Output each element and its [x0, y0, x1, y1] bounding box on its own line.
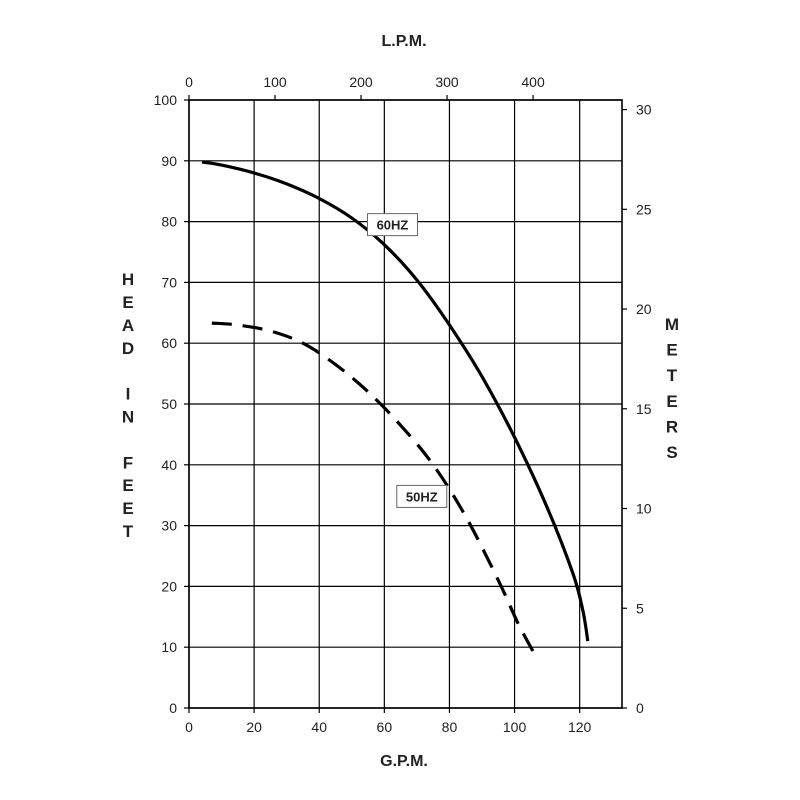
x-tick-label: 0 — [185, 719, 193, 735]
y-tick-label: 20 — [161, 578, 177, 594]
y-tick-label: 40 — [161, 457, 177, 473]
series-label-box — [396, 484, 448, 508]
series-line-60hz — [201, 160, 590, 642]
y-tick-label: 100 — [154, 92, 178, 108]
x-tick-label: 120 — [568, 719, 592, 735]
y2-tick-label: 30 — [636, 102, 652, 118]
y-axis-title-letter: D — [122, 339, 134, 358]
y-tick-label: 90 — [161, 153, 177, 169]
y-tick-label: 80 — [161, 214, 177, 230]
y-axis-title-letter: E — [122, 293, 133, 312]
x-tick-label: 80 — [442, 719, 458, 735]
x2-tick-label: 300 — [435, 74, 459, 90]
x-axis-title: G.P.M. — [380, 753, 428, 770]
y-axis-title-letter: H — [122, 270, 134, 289]
y2-axis-title-letter: E — [666, 341, 677, 360]
y2-axis-title-letter: R — [666, 417, 678, 436]
x2-tick-label: 0 — [185, 74, 193, 90]
y2-tick-label: 15 — [636, 401, 652, 417]
x-tick-label: 20 — [246, 719, 262, 735]
y2-axis-title-letter: E — [666, 392, 677, 411]
y2-axis-title-letter: S — [666, 443, 677, 462]
y-axis-title-letter: E — [122, 499, 133, 518]
y2-axis-title-letter: M — [665, 315, 679, 334]
x-tick-label: 40 — [311, 719, 327, 735]
y2-tick-label: 0 — [636, 700, 644, 716]
x2-tick-label: 400 — [521, 74, 545, 90]
y-tick-label: 10 — [161, 639, 177, 655]
y-axis-title-letter: E — [122, 476, 133, 495]
series-layer — [201, 160, 590, 655]
series-label-50hz: 50HZ — [406, 489, 438, 504]
y2-tick-label: 10 — [636, 501, 652, 517]
y-axis-title-letter: F — [123, 453, 133, 472]
x-tick-label: 100 — [503, 719, 527, 735]
y2-tick-label: 5 — [636, 600, 644, 616]
series-label-60hz: 60HZ — [377, 218, 409, 233]
y-axis-title-letter: T — [123, 522, 134, 541]
grid-lines — [188, 99, 622, 709]
y-tick-label: 50 — [161, 396, 177, 412]
y2-tick-label: 20 — [636, 301, 652, 317]
y-tick-label: 30 — [161, 518, 177, 534]
y-axis-title-letter: N — [122, 407, 134, 426]
y-tick-label: 60 — [161, 335, 177, 351]
x2-axis-title: L.P.M. — [381, 33, 426, 50]
x2-tick-label: 200 — [349, 74, 373, 90]
series-line-50hz — [211, 321, 536, 655]
y2-axis-title-letter: T — [667, 366, 678, 385]
y-tick-label: 70 — [161, 274, 177, 290]
x-tick-label: 60 — [377, 719, 393, 735]
y-axis-title-letter: I — [126, 385, 131, 404]
axes-layer — [184, 95, 627, 713]
y-tick-label: 0 — [169, 700, 177, 716]
series-label-box — [366, 213, 418, 237]
y-axis-title-letter: A — [122, 316, 134, 335]
y2-tick-label: 25 — [636, 201, 652, 217]
x2-tick-label: 100 — [263, 74, 287, 90]
